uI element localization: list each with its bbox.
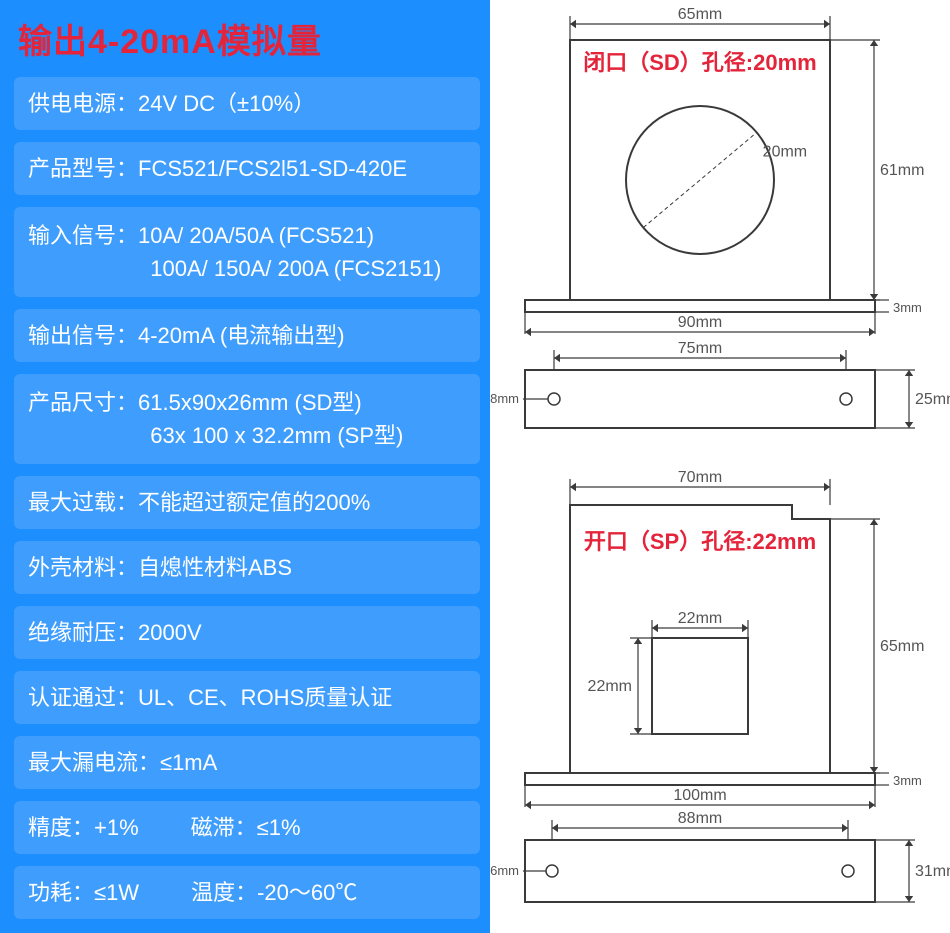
svg-text:75mm: 75mm <box>678 340 722 357</box>
page-title: 输出4-20mA模拟量 <box>18 14 480 63</box>
svg-text:3mm: 3mm <box>893 300 922 315</box>
svg-text:8mm: 8mm <box>490 391 519 406</box>
spec-row: 产品型号：FCS521/FCS2l51-SD-420E <box>14 142 480 195</box>
spec-text: 功耗：≤1W <box>28 876 139 909</box>
svg-text:61mm: 61mm <box>880 162 924 179</box>
spec-row: 认证通过：UL、CE、ROHS质量认证 <box>14 671 480 724</box>
svg-text:20mm: 20mm <box>763 143 807 160</box>
svg-text:25mm: 25mm <box>915 391 950 408</box>
svg-text:22mm: 22mm <box>588 678 632 695</box>
svg-text:闭口（SD）孔径:20mm: 闭口（SD）孔径:20mm <box>583 50 816 75</box>
spec-text: 最大过载：不能超过额定值的200% <box>28 486 370 519</box>
spec-row: 最大漏电流：≤1mA <box>14 736 480 789</box>
spec-text: 输入信号：10A/ 20A/50A (FCS521) 100A/ 150A/ 2… <box>28 219 441 285</box>
svg-text:90mm: 90mm <box>678 314 722 331</box>
spec-row: 绝缘耐压：2000V <box>14 606 480 659</box>
svg-text:22mm: 22mm <box>678 610 722 627</box>
svg-text:65mm: 65mm <box>678 6 722 23</box>
spec-text: 磁滞：≤1% <box>191 811 301 844</box>
svg-text:31mm: 31mm <box>915 863 950 880</box>
spec-row: 输出信号：4-20mA (电流输出型) <box>14 309 480 362</box>
spec-text: 绝缘耐压：2000V <box>28 616 202 649</box>
spec-text: 输出信号：4-20mA (电流输出型) <box>28 319 345 352</box>
spec-text: 产品尺寸：61.5x90x26mm (SD型) 63x 100 x 32.2mm… <box>28 386 403 452</box>
spec-text: 供电电源：24V DC（±10%） <box>28 87 315 120</box>
spec-row: 精度：+1% 磁滞：≤1% <box>14 801 480 854</box>
svg-text:65mm: 65mm <box>880 638 924 655</box>
spec-row: 输入信号：10A/ 20A/50A (FCS521) 100A/ 150A/ 2… <box>14 207 480 297</box>
spec-list: 供电电源：24V DC（±10%） 产品型号：FCS521/FCS2l51-SD-… <box>14 77 480 919</box>
svg-text:88mm: 88mm <box>678 810 722 827</box>
spec-text: 温度：-20～60℃ <box>191 876 357 909</box>
spec-text: 精度：+1% <box>28 811 139 844</box>
dimension-diagram: 65mm 闭口（SD）孔径:20mm 20mm 61mm 3mm 90mm 75mm 8mm 2… <box>490 0 950 933</box>
svg-text:70mm: 70mm <box>678 469 722 486</box>
svg-text:6mm: 6mm <box>490 863 519 878</box>
svg-text:3mm: 3mm <box>893 773 922 788</box>
spec-text: 外壳材料：自熄性材料ABS <box>28 551 292 584</box>
svg-text:100mm: 100mm <box>673 787 726 804</box>
spec-text: 认证通过：UL、CE、ROHS质量认证 <box>28 681 392 714</box>
spec-row: 外壳材料：自熄性材料ABS <box>14 541 480 594</box>
spec-row: 产品尺寸：61.5x90x26mm (SD型) 63x 100 x 32.2mm… <box>14 374 480 464</box>
spec-text: 产品型号：FCS521/FCS2l51-SD-420E <box>28 152 407 185</box>
spec-row: 最大过载：不能超过额定值的200% <box>14 476 480 529</box>
spec-panel: 输出4-20mA模拟量 供电电源：24V DC（±10%） 产品型号：FCS521… <box>0 0 490 933</box>
svg-text:开口（SP）孔径:22mm: 开口（SP）孔径:22mm <box>584 529 816 554</box>
spec-row: 供电电源：24V DC（±10%） <box>14 77 480 130</box>
diagram-panel: 65mm 闭口（SD）孔径:20mm 20mm 61mm 3mm 90mm 75mm 8mm 2… <box>490 0 950 933</box>
spec-text: 最大漏电流：≤1mA <box>28 746 217 779</box>
spec-row: 功耗：≤1W 温度：-20～60℃ <box>14 866 480 919</box>
